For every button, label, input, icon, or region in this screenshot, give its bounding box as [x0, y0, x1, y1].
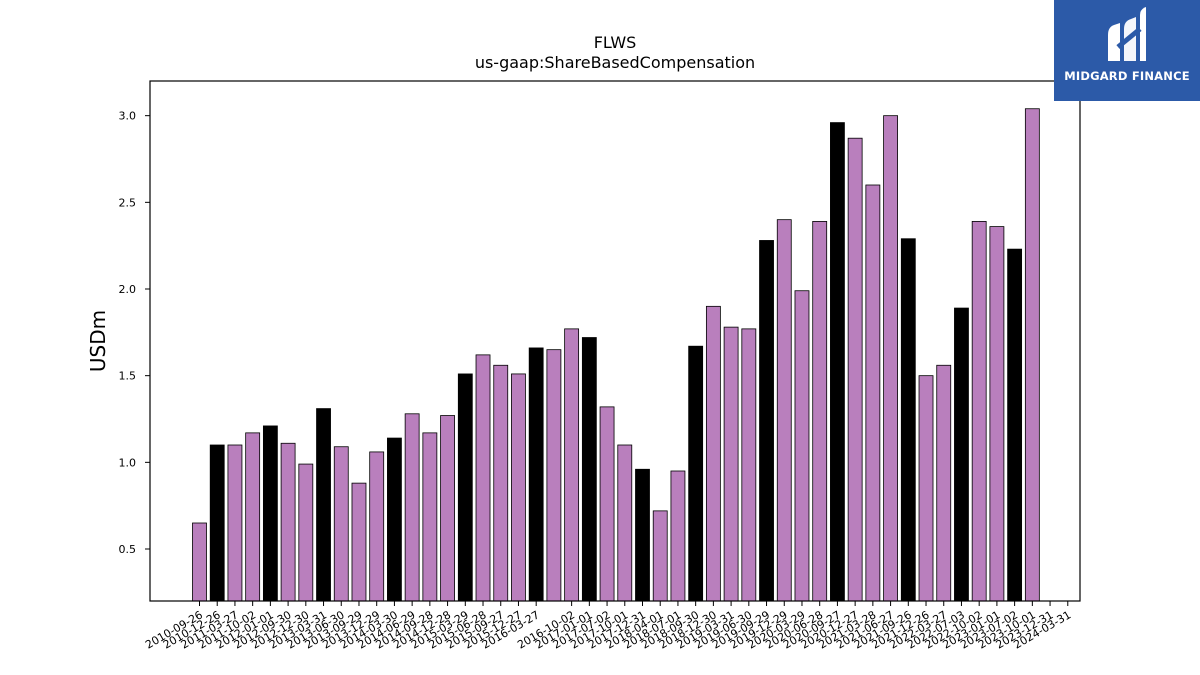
- bar-2011-03-27: [227, 444, 243, 602]
- chart-subtitle: us-gaap:ShareBasedCompensation: [475, 53, 755, 72]
- bar-2013-12-29: [369, 451, 385, 602]
- y-tick-label: 0.5: [119, 543, 137, 556]
- bar-2022-07-03: [954, 307, 969, 602]
- bar-2021-06-27: [883, 115, 898, 602]
- bar-2018-12-30: [705, 305, 721, 602]
- bar-2015-12-27: [511, 373, 526, 602]
- bar-2020-06-28: [812, 220, 828, 602]
- bar-2013-03-31: [316, 408, 331, 602]
- bar-2018-04-01: [652, 510, 668, 602]
- x-axis-ticks: 2010-09-262010-12-262011-03-272011-10-02…: [143, 601, 1073, 652]
- bar-2021-03-28: [865, 184, 881, 602]
- midgard-logo-icon: [1108, 7, 1146, 61]
- bar-2016-03-27: [528, 347, 544, 602]
- y-tick-label: 1.0: [119, 456, 137, 469]
- bar-2022-03-27: [936, 364, 952, 602]
- bar-2013-09-29: [351, 482, 367, 602]
- bar-2014-09-28: [422, 432, 438, 602]
- bar-2021-09-26: [900, 238, 916, 602]
- y-tick-label: 3.0: [119, 110, 137, 123]
- bar-2010-12-26: [209, 444, 225, 602]
- bar-2012-01-01: [262, 425, 278, 602]
- brand-logo: MIDGARD FINANCE: [1054, 0, 1200, 101]
- y-tick-label: 2.0: [119, 283, 137, 296]
- bar-2022-10-02: [971, 220, 987, 602]
- bar-2019-09-29: [759, 240, 774, 602]
- bar-2020-12-27: [847, 137, 863, 602]
- bar-2019-06-30: [741, 328, 757, 602]
- bar-2018-09-30: [688, 345, 704, 602]
- bar-2015-06-28: [475, 354, 491, 602]
- bar-2011-10-02: [245, 432, 261, 602]
- bar-2017-12-31: [635, 468, 650, 602]
- bar-2019-03-31: [723, 326, 739, 602]
- bar-2017-07-02: [599, 406, 615, 602]
- y-axis-ticks: 0.5 1.0 1.5 2.0 2.5 3.0: [119, 110, 150, 556]
- bar-2014-06-29: [404, 413, 420, 602]
- bar-2020-03-29: [794, 290, 810, 602]
- bar-2017-01-01: [581, 337, 597, 602]
- chart-title: FLWS: [594, 33, 637, 52]
- bar-2015-09-27: [493, 364, 509, 602]
- bar-2014-12-28: [440, 415, 455, 602]
- bar-2016-10-02: [564, 328, 580, 602]
- bar-2021-12-26: [918, 375, 934, 602]
- bar-2015-03-29: [457, 373, 473, 602]
- plot-frame: [149, 80, 1081, 602]
- brand-name: MIDGARD FINANCE: [1064, 69, 1190, 83]
- bar-2023-07-02: [1007, 248, 1023, 602]
- bar-2013-06-30: [333, 446, 349, 602]
- bars-group: [192, 108, 1040, 602]
- bar-2012-09-30: [280, 442, 296, 602]
- bar-2016-07-03: [546, 349, 562, 602]
- bar-2010-09-26: [192, 522, 207, 602]
- bar-2014-03-30: [387, 437, 402, 602]
- bar-2019-12-29: [776, 219, 792, 602]
- y-tick-label: 1.5: [119, 370, 137, 383]
- bar-2020-09-27: [830, 122, 845, 602]
- y-tick-label: 2.5: [119, 196, 137, 209]
- bar-2012-12-30: [298, 463, 314, 602]
- bar-2018-07-01: [670, 470, 686, 602]
- y-axis-label: USDm: [86, 310, 110, 372]
- bar-2023-10-01: [1024, 108, 1040, 602]
- bar-2017-10-01: [617, 444, 633, 602]
- bar-2023-01-01: [989, 226, 1005, 602]
